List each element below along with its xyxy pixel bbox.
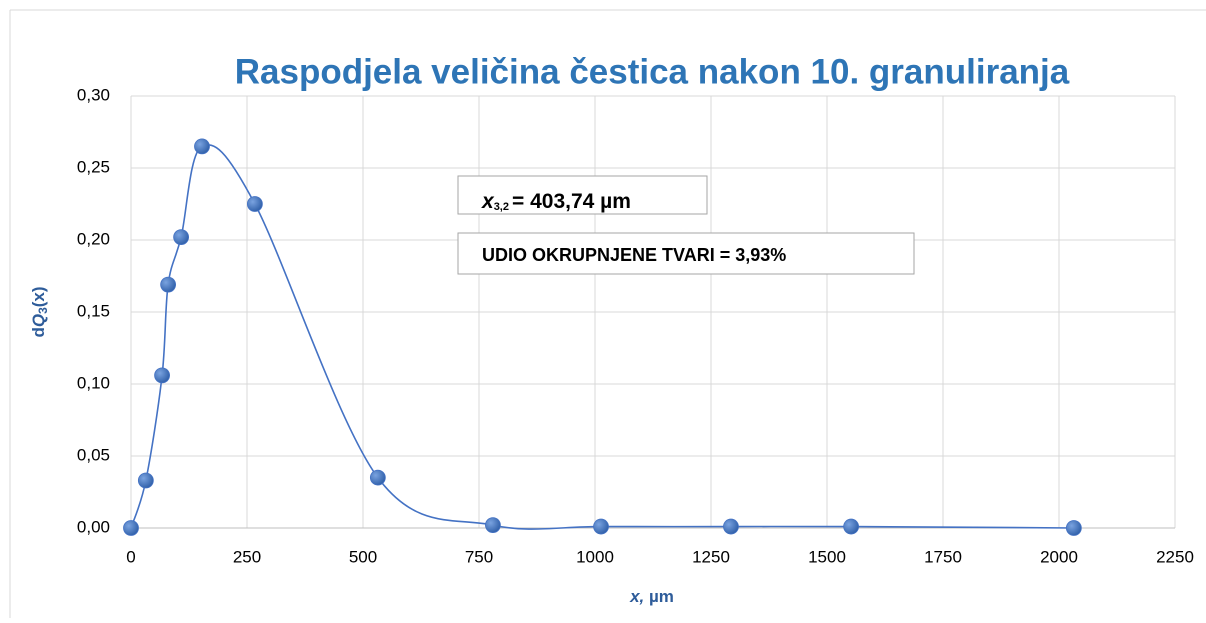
data-point	[173, 229, 190, 246]
data-point	[369, 469, 386, 486]
x-tick-label: 1250	[692, 547, 730, 566]
y-axis-symbol: Q	[29, 314, 48, 327]
y-axis-label: dQ3(x)	[29, 286, 50, 337]
annotation: x3,2 = 403,74 µm	[481, 190, 631, 213]
annotation-box	[457, 232, 915, 275]
data-point	[123, 520, 139, 536]
y-axis-prefix: d	[29, 327, 48, 337]
y-tick-label: 0,00	[77, 517, 110, 536]
annotation: UDIO OKRUPNJENE TVARI = 3,93%	[482, 245, 786, 265]
y-tick-label: 0,20	[77, 229, 110, 248]
y-tick-label: 0,05	[77, 445, 110, 464]
x-tick-label: 2250	[1156, 547, 1194, 566]
x-tick-label: 2000	[1040, 547, 1078, 566]
x-axis-unit: µm	[644, 587, 674, 606]
y-axis-suffix: (x)	[29, 286, 48, 307]
x-tick-label: 1500	[808, 547, 846, 566]
annotation-text: = 403,74 µm	[512, 190, 631, 213]
y-tick-label: 0,10	[77, 373, 110, 392]
data-point	[843, 518, 860, 535]
data-point	[160, 276, 177, 293]
annotation-symbol: x	[481, 190, 495, 213]
y-tick-label: 0,25	[77, 157, 110, 176]
annotation-box	[457, 175, 708, 215]
y-tick-label: 0,15	[77, 301, 110, 320]
data-point	[593, 518, 609, 535]
data-point	[723, 518, 739, 535]
x-tick-label: 500	[349, 547, 377, 566]
data-point	[485, 517, 501, 534]
series-line	[130, 144, 1074, 530]
x-tick-label: 250	[233, 547, 261, 566]
data-point	[1065, 520, 1082, 536]
x-tick-label: 1000	[576, 547, 614, 566]
data-point	[154, 367, 170, 384]
x-tick-label: 0	[126, 547, 135, 566]
x-axis-symbol: x,	[629, 587, 644, 606]
annotation-subscript: 3,2	[494, 201, 509, 213]
y-axis-subscript: 3	[36, 307, 50, 314]
y-tick-label: 0,30	[77, 85, 110, 104]
x-tick-label: 750	[465, 547, 493, 566]
data-point	[194, 138, 210, 155]
x-axis-label: x, µm	[629, 587, 674, 606]
data-point	[137, 472, 154, 489]
data-point	[246, 196, 263, 212]
x-tick-label: 1750	[924, 547, 962, 566]
chart-title: Raspodjela veličina čestica nakon 10. gr…	[235, 52, 1070, 91]
